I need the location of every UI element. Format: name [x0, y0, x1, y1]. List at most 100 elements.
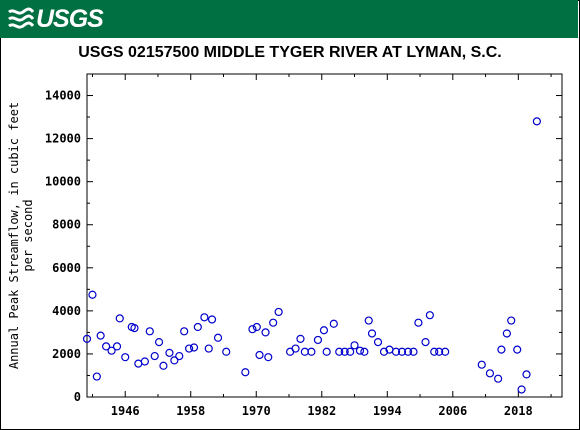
data-point [189, 343, 199, 352]
data-point [313, 335, 323, 345]
data-point [121, 353, 130, 362]
y-tick-label: 0 [74, 390, 81, 404]
x-tick-label: 1946 [111, 404, 140, 418]
data-point [88, 290, 97, 299]
x-tick-label: 2006 [438, 404, 467, 418]
data-point [335, 347, 344, 356]
data-point [145, 327, 154, 336]
data-point [507, 316, 516, 325]
usgs-wave-icon [8, 6, 34, 32]
data-point [175, 351, 184, 361]
data-point [170, 356, 179, 365]
usgs-logo: USGS [8, 5, 104, 33]
data-point [207, 315, 217, 324]
y-tick-label: 12000 [45, 132, 81, 146]
data-point [200, 313, 209, 322]
data-point [502, 329, 511, 338]
data-point [340, 347, 349, 356]
data-point [513, 345, 522, 354]
data-point [115, 314, 124, 323]
data-point [403, 347, 413, 356]
data-point [517, 385, 526, 394]
data-point [296, 334, 305, 343]
y-axis-label: Annual Peak Streamflow, in cubic feet [7, 102, 21, 369]
data-point [165, 348, 174, 357]
data-point [92, 372, 101, 381]
data-point [150, 351, 159, 361]
data-point [193, 322, 202, 332]
data-point [107, 346, 116, 355]
data-point [350, 341, 359, 350]
y-tick-label: 6000 [52, 261, 81, 275]
data-point [213, 333, 223, 342]
y-tick-label: 4000 [52, 304, 81, 318]
data-point [477, 360, 486, 369]
data-point [82, 334, 92, 343]
chart-title: USGS 02157500 MIDDLE TYGER RIVER AT LYMA… [78, 44, 502, 61]
data-point [140, 357, 149, 366]
data-point [391, 347, 401, 356]
data-point [329, 319, 338, 328]
data-point [373, 337, 383, 347]
data-point [360, 347, 369, 356]
data-point [364, 316, 373, 325]
data-point [204, 344, 213, 353]
data-point [291, 344, 300, 353]
data-point [269, 318, 278, 327]
x-tick-label: 1982 [307, 404, 336, 418]
data-point [522, 370, 531, 379]
data-point [414, 318, 423, 327]
data-point [159, 361, 168, 370]
data-point [355, 346, 365, 355]
data-point [102, 342, 111, 351]
data-point [255, 350, 264, 360]
data-point [274, 307, 283, 317]
data-point [425, 311, 434, 320]
data-point [319, 326, 329, 335]
data-point [307, 347, 316, 356]
data-point [497, 345, 506, 354]
data-point [252, 322, 261, 332]
data-point [248, 325, 257, 334]
chart-axes: 0 2000 4000 6000 8000 10000 12000 14000 1946 1958… [45, 73, 563, 418]
data-point [184, 344, 194, 353]
x-tick-label: 2018 [504, 404, 533, 418]
data-point [367, 329, 377, 338]
y-tick-label: 10000 [45, 175, 81, 189]
x-tick-label: 1994 [373, 404, 402, 418]
y-tick-label: 8000 [52, 218, 81, 232]
data-point [130, 323, 139, 333]
data-point [494, 374, 503, 383]
data-point [485, 369, 495, 378]
data-point [134, 359, 143, 368]
x-tick-label: 1970 [242, 404, 271, 418]
data-point [264, 353, 273, 362]
data-point [409, 347, 418, 356]
y-axis-label-line-2: per second [21, 199, 35, 271]
y-tick-label: 14000 [45, 89, 81, 103]
chart-points [82, 117, 541, 394]
data-point [397, 347, 407, 356]
data-point [532, 117, 541, 126]
data-point [346, 347, 355, 356]
data-point [241, 368, 250, 377]
data-point [222, 347, 231, 356]
data-point [322, 347, 331, 356]
data-point [180, 327, 189, 336]
data-point [421, 337, 430, 347]
data-point [300, 347, 309, 356]
data-point [430, 347, 439, 356]
x-tick-label: 1958 [176, 404, 205, 418]
data-point [261, 328, 270, 337]
data-point [112, 342, 122, 351]
data-point [154, 337, 164, 347]
plot-area [86, 73, 563, 398]
usgs-banner: USGS [0, 0, 578, 38]
y-tick-label: 2000 [52, 347, 81, 361]
data-point [435, 347, 444, 356]
data-point [379, 347, 389, 356]
data-point [441, 347, 450, 356]
usgs-logo-text: USGS [36, 5, 104, 33]
